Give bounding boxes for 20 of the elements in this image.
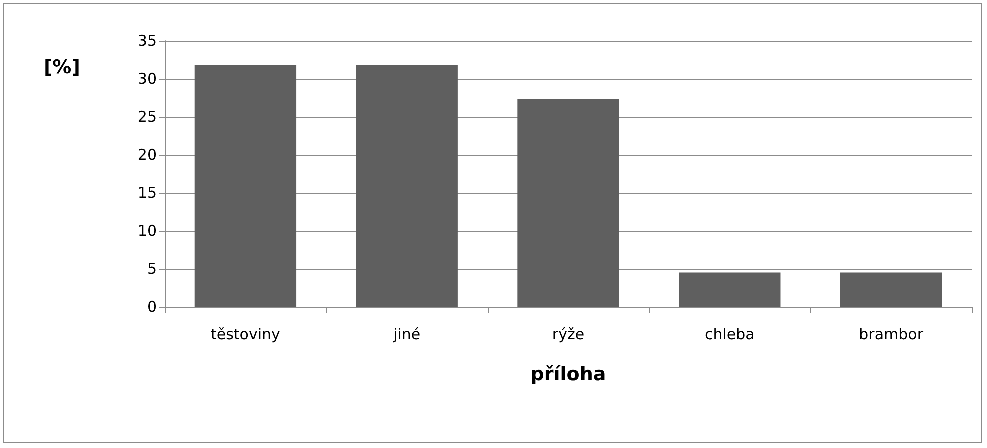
y-tick-label: 10 — [138, 222, 157, 240]
y-tick-label: 35 — [138, 32, 157, 50]
x-axis-title: příloha — [530, 364, 606, 386]
y-axis-title: [%] — [44, 56, 80, 78]
bar — [356, 65, 458, 307]
bar — [518, 100, 620, 307]
y-tick-label: 30 — [138, 70, 157, 88]
bar — [679, 272, 781, 307]
x-tick-label: rýže — [552, 326, 585, 344]
x-tick-label: jiné — [392, 326, 421, 344]
x-tick-label: brambor — [859, 326, 924, 344]
y-tick-label: 25 — [138, 108, 157, 126]
bar — [194, 65, 297, 307]
x-tick-label: chleba — [704, 326, 755, 344]
y-tick-label: 0 — [147, 298, 157, 316]
y-tick-label: 5 — [147, 260, 157, 278]
y-tick-label: 15 — [138, 184, 157, 202]
x-tick-label: těstoviny — [210, 326, 281, 344]
bar — [840, 272, 942, 307]
y-tick-label: 20 — [138, 146, 157, 164]
